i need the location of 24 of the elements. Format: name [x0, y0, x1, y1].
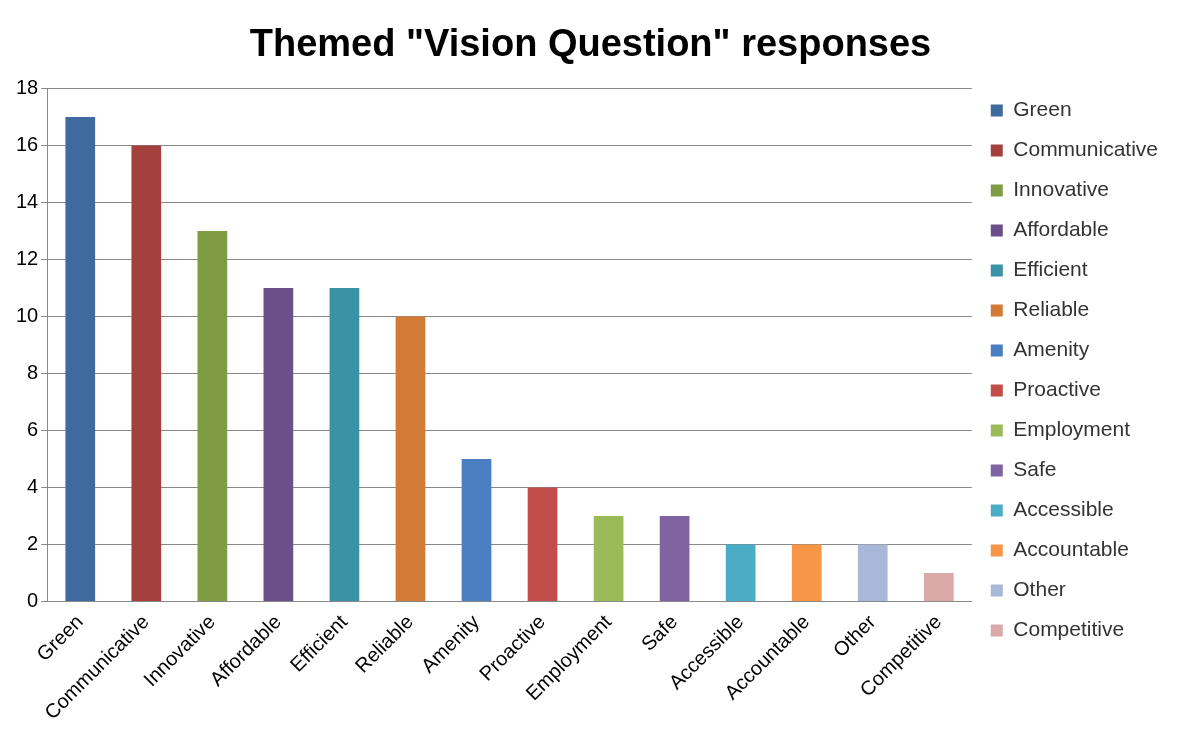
y-tick-label: 16	[16, 133, 39, 156]
chart-title: Themed "Vision Question" responses	[249, 22, 932, 65]
y-tick-label: 14	[16, 190, 39, 213]
legend-label: Affordable	[1013, 217, 1109, 241]
y-tick-label: 8	[27, 361, 39, 384]
legend-label: Accountable	[1013, 537, 1129, 561]
legend-label: Communicative	[1013, 137, 1159, 161]
legend-label: Reliable	[1013, 297, 1090, 321]
legend-label: Accessible	[1013, 497, 1114, 521]
legend-label: Other	[1013, 577, 1066, 601]
legend-label: Innovative	[1013, 177, 1110, 201]
y-tick-label: 0	[27, 589, 39, 612]
y-tick-label: 4	[27, 475, 39, 498]
y-tick-label: 18	[16, 76, 39, 99]
legend-label: Safe	[1013, 457, 1057, 481]
y-tick-label: 2	[27, 532, 39, 555]
legend-label: Green	[1013, 97, 1072, 121]
legend-label: Employment	[1013, 417, 1131, 441]
y-tick-label: 10	[16, 304, 39, 327]
y-tick-label: 6	[27, 418, 39, 441]
y-tick-label: 12	[16, 247, 39, 270]
legend-label: Efficient	[1013, 257, 1088, 281]
legend-label: Proactive	[1013, 377, 1101, 401]
legend-label: Amenity	[1013, 337, 1090, 361]
